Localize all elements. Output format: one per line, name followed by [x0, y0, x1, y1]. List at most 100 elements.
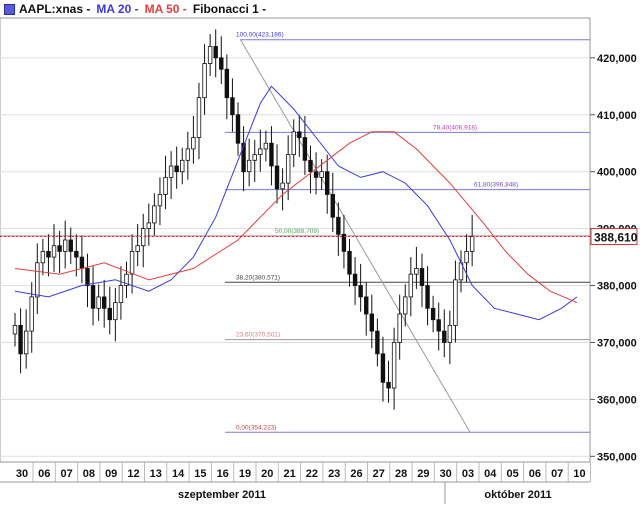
x-tick-label: 23 — [328, 468, 340, 480]
candle-body — [207, 46, 213, 64]
x-tick-label: 27 — [373, 468, 385, 480]
x-tick-label: 30 — [440, 468, 452, 480]
candle-body — [274, 165, 280, 190]
candle-body — [269, 142, 274, 167]
candle-body — [297, 131, 302, 138]
x-tick-label: 03 — [462, 468, 474, 480]
candle-body — [425, 285, 430, 309]
x-tick-label: 28 — [395, 468, 407, 480]
y-tick-label: 410,000 — [597, 110, 637, 122]
y-tick-label: 350,000 — [597, 451, 637, 463]
candle-body — [23, 330, 29, 355]
x-tick-label: 12 — [127, 468, 139, 480]
candle-body — [352, 273, 358, 286]
candle-body — [46, 250, 51, 258]
fib-level-label: 50,00(388,709) — [275, 228, 319, 235]
candle-body — [330, 194, 335, 218]
candle-body — [336, 216, 341, 235]
candle-body — [85, 268, 90, 286]
candle-body — [113, 302, 118, 321]
x-tick-label: 06 — [38, 468, 50, 480]
y-tick-label: 420,000 — [597, 53, 637, 65]
legend-ticker: AAPL:xnas - — [19, 2, 91, 16]
x-tick-label: 14 — [172, 468, 185, 480]
x-tick-label: 19 — [239, 468, 251, 480]
candle-body — [369, 313, 374, 332]
candle-body — [12, 324, 18, 335]
last-price-label: 388,610 — [594, 231, 638, 245]
x-tick-label: 09 — [105, 468, 117, 480]
candle-body — [380, 353, 386, 383]
candle-body — [107, 307, 112, 321]
candle-body — [403, 296, 408, 315]
candle-body — [35, 262, 40, 298]
ma50-line — [14, 131, 578, 304]
candle-body — [347, 250, 352, 275]
candle-body — [408, 273, 414, 298]
x-tick-label: 26 — [350, 468, 362, 480]
candle-body — [263, 142, 269, 150]
legend-ma50: MA 50 - — [144, 2, 187, 16]
candle-body — [79, 256, 85, 269]
candle-body — [319, 171, 324, 178]
fib-level-label: 61,80(396,848) — [474, 182, 518, 189]
fib-level-label: 78,40(406,918) — [433, 124, 477, 131]
candle-body — [430, 307, 436, 321]
x-tick-label: 04 — [484, 468, 497, 480]
legend-ma20: MA 20 - — [96, 2, 139, 16]
candle-body — [285, 154, 291, 184]
candle-body — [62, 239, 68, 252]
candle-body — [68, 239, 73, 252]
candle-body — [124, 273, 129, 286]
candle-body — [74, 250, 79, 258]
candle-body — [157, 194, 163, 207]
candle-body — [246, 159, 252, 173]
candle-body — [96, 296, 101, 309]
candle-body — [386, 381, 391, 389]
x-tick-label: 05 — [506, 468, 518, 480]
fib-level-label: 38,20(380,571) — [236, 274, 280, 281]
candle-body — [442, 330, 447, 343]
candle-body — [419, 268, 425, 286]
chart-icon — [4, 3, 15, 15]
candle-body — [202, 63, 207, 99]
x-tick-label: 15 — [194, 468, 206, 480]
candle-body — [464, 250, 469, 264]
x-tick-label: 13 — [150, 468, 162, 480]
candle-body — [391, 342, 397, 389]
y-tick-label: 360,000 — [597, 394, 637, 406]
candle-body — [118, 285, 124, 304]
candle-body — [163, 176, 168, 195]
y-tick-label: 370,000 — [597, 337, 637, 349]
x-tick-label: 07 — [60, 468, 72, 480]
candle-body — [51, 245, 57, 258]
candle-body — [308, 159, 313, 173]
candle-body — [90, 285, 96, 309]
candle-body — [185, 148, 191, 161]
candle-body — [324, 171, 330, 195]
candle-body — [168, 165, 174, 178]
fib-level-label: 23,60(370,501) — [236, 332, 280, 339]
month-label-september: szeptember 2011 — [178, 489, 266, 501]
candle-body — [129, 250, 135, 275]
candle-body — [358, 285, 363, 298]
candle-body — [235, 114, 241, 144]
fib-level-label: 100,00(423,186) — [236, 32, 284, 39]
candle-body — [152, 205, 157, 224]
candle-body — [364, 296, 369, 315]
legend-fibonacci: Fibonacci 1 - — [192, 2, 267, 16]
candle-body — [57, 245, 62, 252]
candle-body — [230, 97, 235, 116]
candle-body — [302, 137, 308, 161]
candle-body — [341, 233, 347, 252]
candle-body — [224, 68, 230, 99]
fib-trendline — [240, 39, 471, 433]
candle-body — [219, 57, 224, 70]
candle-body — [252, 154, 257, 161]
candle-body — [174, 165, 179, 173]
ma20-line — [14, 85, 578, 321]
candle-body — [447, 324, 453, 343]
x-tick-label: 21 — [283, 468, 295, 480]
x-tick-label: 06 — [529, 468, 541, 480]
